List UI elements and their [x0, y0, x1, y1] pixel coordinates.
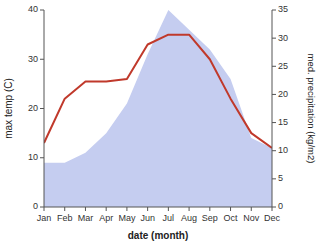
y-tick [40, 108, 44, 109]
y2-tick [272, 38, 276, 39]
y2-tick-label: 10 [278, 145, 288, 155]
y2-tick [272, 122, 276, 123]
y2-tick-label: 0 [278, 201, 283, 211]
y-tick-label: 0 [33, 201, 38, 211]
y-tick-label: 10 [28, 152, 38, 162]
x-tick [209, 207, 210, 211]
x-tick-label: Oct [224, 213, 239, 223]
x-tick [230, 207, 231, 211]
x-tick-label: Dec [264, 213, 281, 223]
y-tick-label: 20 [28, 103, 38, 113]
precipitation-area [44, 10, 272, 207]
y2-tick [272, 207, 276, 208]
x-tick [85, 207, 86, 211]
x-tick [126, 207, 127, 211]
y2-tick-label: 25 [278, 61, 288, 71]
x-tick-label: Mar [78, 213, 94, 223]
plot-area [44, 10, 272, 207]
temperature-line [44, 35, 272, 148]
x-tick-label: Feb [57, 213, 73, 223]
x-axis-line [44, 207, 272, 208]
x-tick-label: Jan [37, 213, 52, 223]
x-axis-label: date (month) [128, 230, 189, 241]
y2-axis-line [272, 10, 273, 207]
x-tick [44, 207, 45, 211]
x-tick-label: Jun [140, 213, 155, 223]
x-tick-label: Sep [202, 213, 218, 223]
y-tick [40, 207, 44, 208]
x-tick [64, 207, 65, 211]
y2-tick [272, 94, 276, 95]
y2-tick-label: 20 [278, 89, 288, 99]
y-tick [40, 10, 44, 11]
x-tick-label: Jul [163, 213, 175, 223]
x-tick-label: Apr [99, 213, 113, 223]
y-axis-label: max temp (C) [3, 78, 14, 139]
x-tick-label: May [118, 213, 136, 223]
y2-axis-label: med. precipitation (kg/m2) [306, 54, 317, 164]
x-tick [272, 207, 273, 211]
y-tick [40, 157, 44, 158]
y2-tick-label: 35 [278, 4, 288, 14]
x-tick-label: Nov [243, 213, 260, 223]
chart: 0 10 20 30 40 0 5 10 15 20 25 30 35 Jan Feb Mar Apr May Ju… [0, 0, 318, 247]
y2-tick [272, 150, 276, 151]
x-tick [251, 207, 252, 211]
x-tick [147, 207, 148, 211]
x-tick [189, 207, 190, 211]
y2-tick [272, 178, 276, 179]
y2-tick [272, 66, 276, 67]
y2-tick [272, 10, 276, 11]
y2-tick-label: 15 [278, 117, 288, 127]
y2-tick-label: 5 [278, 173, 283, 183]
y2-tick-label: 30 [278, 33, 288, 43]
x-tick [168, 207, 169, 211]
y-tick [40, 59, 44, 60]
x-tick [106, 207, 107, 211]
x-tick-label: Aug [181, 213, 197, 223]
y-tick-label: 40 [28, 4, 38, 14]
y-tick-label: 30 [28, 54, 38, 64]
